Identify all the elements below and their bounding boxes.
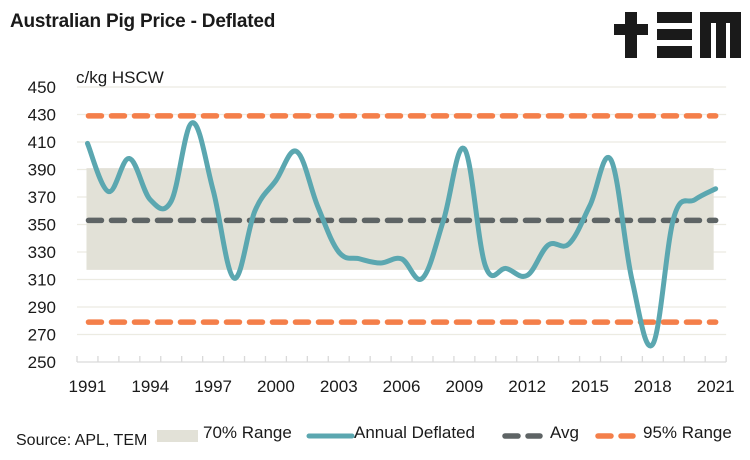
y-tick-label: 390	[28, 161, 56, 180]
legend-label-avg: Avg	[550, 423, 579, 442]
series-annual-deflated	[84, 120, 719, 349]
x-tick-label: 2003	[320, 377, 358, 396]
x-tick-label: 2006	[383, 377, 421, 396]
x-axis-labels: 1991 1994 1997 2000 2003 2006 2009 2012 2015 2018…	[69, 377, 735, 396]
source-note: Source: APL, TEM	[16, 432, 148, 449]
y-axis-label: c/kg HSCW	[76, 68, 164, 87]
x-tick-label: 2021	[697, 377, 735, 396]
x-tick-label: 2009	[445, 377, 483, 396]
chart-title: Australian Pig Price - Deflated	[10, 11, 276, 32]
x-tick-label: 1997	[194, 377, 232, 396]
reference-lines	[85, 113, 719, 325]
y-tick-label: 330	[28, 243, 56, 262]
x-tick-label: 2018	[634, 377, 672, 396]
x-tick-label: 1991	[69, 377, 107, 396]
y-tick-label: 350	[28, 216, 56, 235]
y-tick-label: 250	[28, 353, 56, 372]
legend-label-annual-deflated: Annual Deflated	[354, 423, 475, 442]
y-tick-label: 270	[28, 326, 56, 345]
legend	[157, 430, 636, 442]
y-tick-label: 430	[28, 106, 56, 125]
annual-deflated-line	[84, 120, 719, 349]
x-tick-label: 2012	[508, 377, 546, 396]
x-tick-label: 1994	[131, 377, 169, 396]
y-tick-label: 370	[28, 188, 56, 207]
y-axis-ticks: 250 270 290 310 330 350 370 390 410 430 450	[28, 78, 56, 372]
y-tick-label: 410	[28, 133, 56, 152]
x-tick-label: 2015	[571, 377, 609, 396]
x-axis	[76, 356, 727, 363]
y-tick-label: 450	[28, 78, 56, 97]
y-tick-label: 310	[28, 271, 56, 290]
legend-swatch-70-range	[157, 430, 198, 442]
legend-label-95-range: 95% Range	[643, 423, 732, 442]
legend-label-70-range: 70% Range	[203, 423, 292, 442]
y-tick-label: 290	[28, 298, 56, 317]
x-tick-label: 2000	[257, 377, 295, 396]
tem-logo-icon	[614, 12, 741, 58]
